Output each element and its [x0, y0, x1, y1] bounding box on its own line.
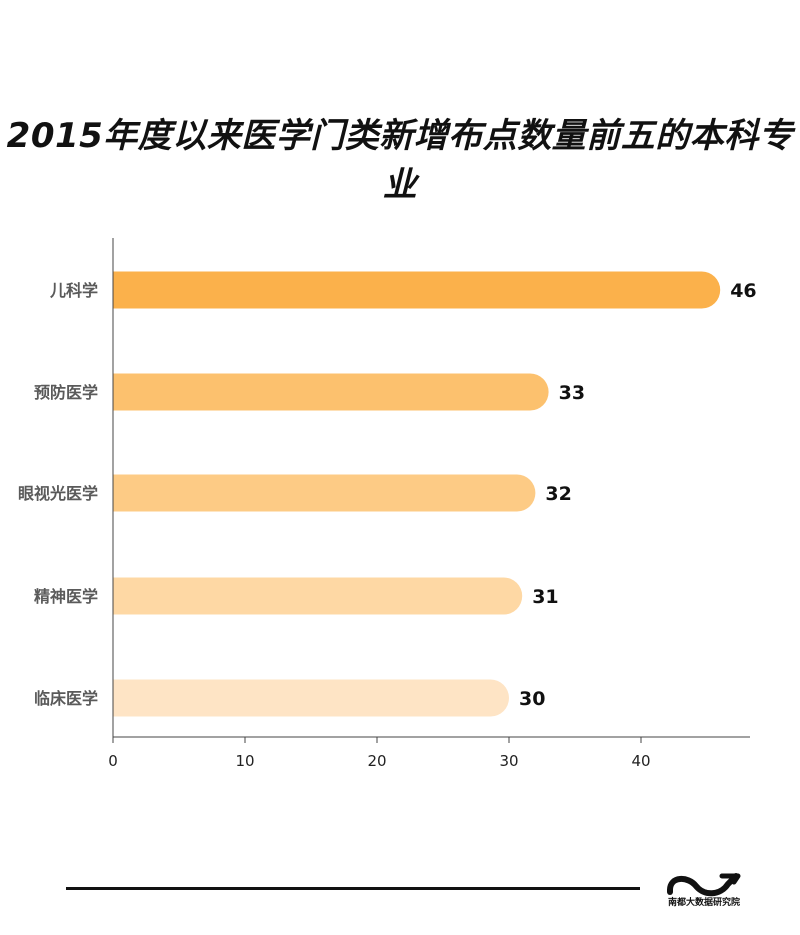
category-label: 眼视光医学	[18, 484, 98, 503]
x-tick-label: 40	[631, 752, 650, 770]
bar-3	[113, 474, 536, 512]
bar-4	[113, 577, 523, 615]
category-label: 儿科学	[49, 281, 98, 300]
bar-2	[113, 373, 549, 411]
x-tick-label: 20	[367, 752, 386, 770]
footer-divider	[66, 887, 640, 890]
value-label: 30	[519, 688, 545, 710]
axis-group: 0 10 20 30 40	[108, 238, 750, 770]
value-label: 31	[532, 586, 558, 608]
value-label: 32	[545, 483, 571, 505]
x-tick-label: 30	[499, 752, 518, 770]
bar-1	[113, 271, 721, 309]
x-tick-label: 0	[108, 752, 118, 770]
bars-group: 儿科学 46 预防医学 33 眼视光医学 32 精神医学 31 临床医学 30	[18, 271, 757, 717]
org-name: 南都大数据研究院	[667, 898, 740, 908]
value-label: 33	[559, 382, 585, 404]
x-tick-label: 10	[235, 752, 254, 770]
value-label: 46	[730, 280, 756, 302]
category-label: 预防医学	[34, 383, 98, 402]
chart-title: 2015年度以来医学门类新增布点数量前五的本科专业	[6, 116, 794, 205]
category-label: 精神医学	[34, 587, 98, 606]
org-logo-icon	[667, 873, 741, 897]
category-label: 临床医学	[34, 689, 98, 708]
bar-5	[113, 679, 509, 717]
